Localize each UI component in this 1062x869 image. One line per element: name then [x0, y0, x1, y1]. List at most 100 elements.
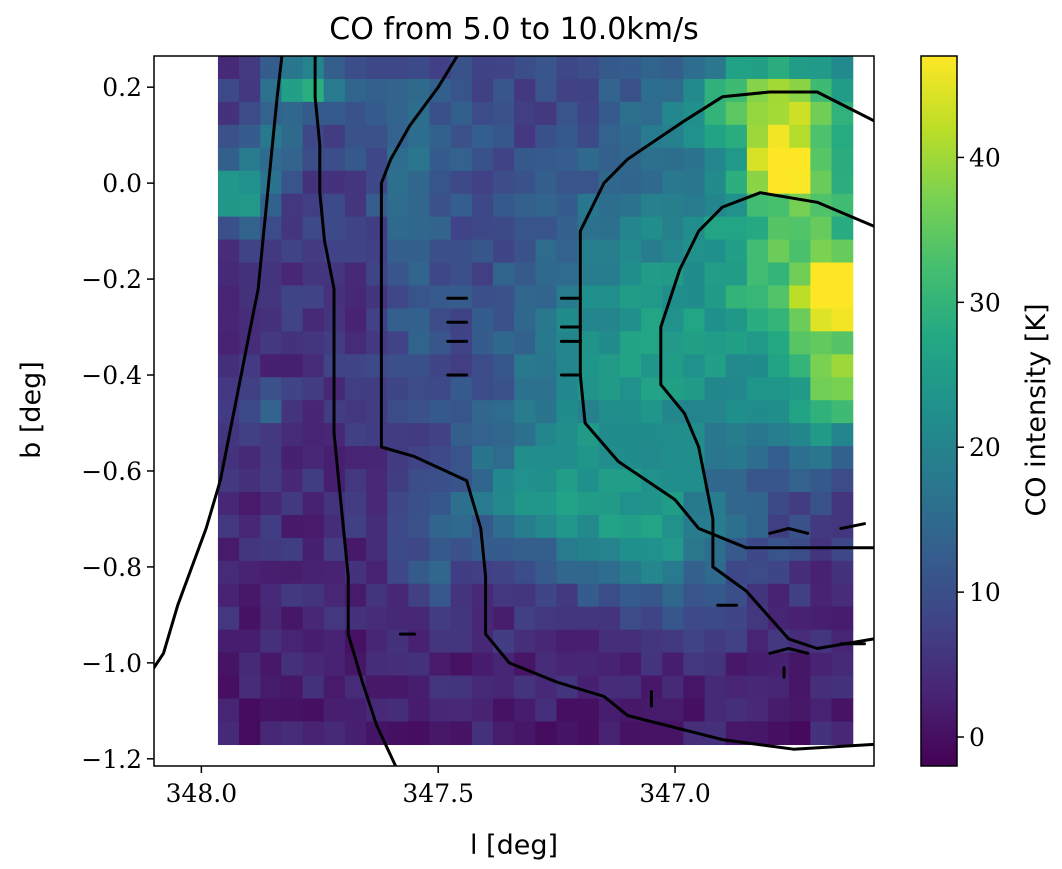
heatmap-cell [493, 537, 515, 562]
heatmap-cell [641, 285, 663, 310]
heatmap-cell [683, 170, 706, 195]
heatmap-cell [302, 514, 325, 539]
heatmap-cell [831, 400, 854, 424]
heatmap-cell [746, 239, 769, 264]
heatmap-cell [429, 262, 452, 287]
heatmap-cell [768, 446, 790, 470]
heatmap-cell [768, 400, 790, 424]
heatmap-cell [577, 423, 600, 447]
heatmap-cell [429, 216, 452, 241]
heatmap-cell [704, 308, 727, 332]
heatmap-cell [619, 583, 642, 608]
heatmap-cell [260, 514, 283, 539]
heatmap-cell [281, 124, 304, 149]
heatmap-cell [429, 698, 452, 723]
heatmap-cell [514, 675, 536, 700]
heatmap-cell [302, 262, 325, 287]
heatmap-cell [514, 147, 536, 172]
heatmap-cell [556, 560, 579, 585]
heatmap-cell [239, 170, 261, 195]
heatmap-cell [323, 446, 346, 470]
heatmap-cell [493, 377, 515, 401]
heatmap-cell [344, 239, 367, 264]
heatmap-cell [302, 377, 325, 401]
heatmap-cell [768, 147, 790, 172]
heatmap-cell [450, 377, 473, 401]
heatmap-cell [810, 216, 833, 241]
heatmap-cell [810, 721, 833, 746]
heatmap-cell [831, 721, 854, 746]
heatmap-cell [768, 56, 790, 80]
heatmap-cell [450, 652, 473, 677]
heatmap-cell [535, 514, 558, 539]
heatmap-cell [302, 721, 325, 746]
heatmap-cell [746, 583, 769, 608]
heatmap-cell [450, 560, 473, 585]
colorbar: 0 10 20 30 40 [920, 55, 1001, 767]
heatmap-cell [493, 583, 515, 608]
heatmap-cell [281, 721, 304, 746]
heatmap-cell [704, 423, 727, 447]
heatmap-cell [387, 469, 409, 493]
heatmap-cell [577, 239, 600, 264]
heatmap-cell [260, 537, 283, 562]
heatmap-cell [260, 583, 283, 608]
heatmap-cell [217, 124, 240, 149]
heatmap-cell [493, 170, 515, 195]
heatmap-cell [281, 147, 304, 172]
heatmap-cell [429, 193, 452, 218]
y-tick-label: −0.6 [81, 457, 142, 486]
heatmap-cell [344, 629, 367, 654]
heatmap-cell [408, 514, 431, 539]
heatmap-cell [366, 147, 388, 172]
heatmap-cell [641, 446, 663, 470]
heatmap-cell [704, 354, 727, 378]
heatmap-cell [810, 583, 833, 608]
heatmap-cell [281, 537, 304, 562]
heatmap-cell [683, 262, 706, 287]
heatmap-cell [768, 537, 790, 562]
heatmap-cell [429, 56, 452, 80]
heatmap-cell [387, 308, 409, 332]
heatmap-cell [598, 423, 621, 447]
heatmap-cell [662, 652, 685, 677]
heatmap-cell [810, 629, 833, 654]
heatmap-cell [450, 101, 473, 126]
heatmap-cell [810, 354, 833, 378]
heatmap-cell [556, 239, 579, 264]
heatmap-cell [366, 675, 388, 700]
heatmap-cell [831, 469, 854, 493]
heatmap-cell [260, 170, 283, 195]
heatmap-cell [768, 285, 790, 310]
heatmap-cell [810, 308, 833, 332]
heatmap-cell [535, 606, 558, 631]
heatmap-cell [641, 124, 663, 149]
heatmap-cell [471, 331, 494, 355]
heatmap-cell [344, 78, 367, 103]
heatmap-cell [641, 560, 663, 585]
heatmap-cell [598, 446, 621, 470]
heatmap-cell [281, 285, 304, 310]
heatmap-cell [556, 652, 579, 677]
heatmap-cell [556, 629, 579, 654]
heatmap-cell [746, 537, 769, 562]
heatmap-cell [217, 101, 240, 126]
heatmap-cell [598, 354, 621, 378]
heatmap-cell [239, 331, 261, 355]
heatmap-cell [619, 124, 642, 149]
x-tick-label: 347.0 [639, 779, 711, 808]
heatmap-cell [619, 78, 642, 103]
heatmap-cell [366, 193, 388, 218]
heatmap-cell [577, 537, 600, 562]
heatmap-cell [831, 583, 854, 608]
heatmap-cell [704, 721, 727, 746]
heatmap-cell [217, 262, 240, 287]
heatmap-cell [217, 698, 240, 723]
heatmap-cell [239, 537, 261, 562]
heatmap-cell [281, 262, 304, 287]
heatmap-cell [810, 101, 833, 126]
heatmap-cell [662, 675, 685, 700]
heatmap-cell [366, 101, 388, 126]
heatmap-cell [704, 606, 727, 631]
heatmap-image [217, 56, 854, 746]
